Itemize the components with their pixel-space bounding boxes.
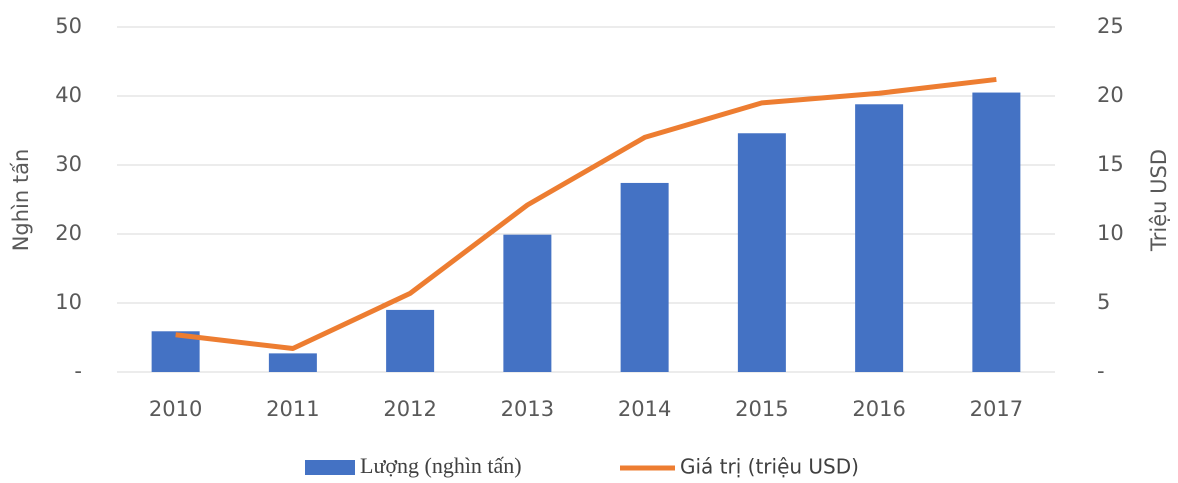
y2-axis-label: Triệu USD — [1147, 149, 1171, 252]
legend-label: Lượng (nghìn tấn) — [360, 453, 522, 478]
legend-label: Giá trị (triệu USD) — [680, 455, 859, 479]
x-tick-label: 2011 — [266, 397, 319, 421]
x-tick-label: 2015 — [735, 397, 788, 421]
y2-tick-label: 25 — [1097, 14, 1124, 38]
bar — [972, 92, 1021, 373]
x-tick-label: 2014 — [618, 397, 671, 421]
bar — [386, 309, 435, 372]
y2-tick-label: - — [1097, 359, 1105, 383]
y2-tick-label: 10 — [1097, 221, 1124, 245]
x-tick-label: 2010 — [149, 397, 202, 421]
y-tick-label: 20 — [55, 221, 82, 245]
x-tick-label: 2017 — [970, 397, 1023, 421]
x-tick-label: 2012 — [383, 397, 436, 421]
bar — [503, 234, 552, 372]
line — [175, 76, 997, 352]
x-tick-label: 2013 — [501, 397, 554, 421]
y2-tick-label: 15 — [1097, 152, 1124, 176]
bar — [855, 104, 904, 372]
bar — [737, 133, 786, 372]
bar — [268, 353, 317, 372]
y-tick-label: 10 — [55, 290, 82, 314]
y2-tick-label: 5 — [1097, 290, 1110, 314]
y-tick-label: 30 — [55, 152, 82, 176]
y-tick-label: - — [74, 359, 82, 383]
legend-swatch — [305, 460, 355, 475]
y-tick-label: 40 — [55, 83, 82, 107]
x-tick-label: 2016 — [852, 397, 905, 421]
y-axis-label: Nghìn tấn — [9, 149, 33, 252]
y-tick-label: 50 — [55, 14, 82, 38]
y2-tick-label: 20 — [1097, 83, 1124, 107]
bar — [620, 182, 669, 372]
